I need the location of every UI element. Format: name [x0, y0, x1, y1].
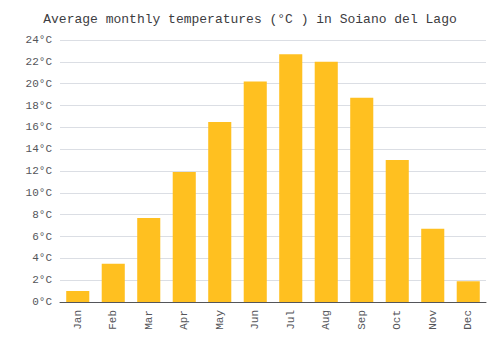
svg-text:Average monthly temperatures (: Average monthly temperatures (°C ) in So…	[43, 12, 456, 27]
svg-text:18°C: 18°C	[26, 100, 53, 112]
svg-text:Aug: Aug	[320, 310, 332, 330]
svg-text:Feb: Feb	[107, 310, 119, 330]
svg-text:2°C: 2°C	[32, 274, 52, 286]
svg-text:Jan: Jan	[72, 310, 84, 330]
svg-text:Sep: Sep	[356, 310, 368, 330]
svg-text:16°C: 16°C	[26, 121, 53, 133]
svg-text:22°C: 22°C	[26, 56, 53, 68]
svg-text:May: May	[214, 310, 226, 330]
svg-text:20°C: 20°C	[26, 78, 53, 90]
svg-text:4°C: 4°C	[32, 252, 52, 264]
svg-text:24°C: 24°C	[26, 34, 53, 46]
svg-text:Jun: Jun	[249, 310, 261, 330]
svg-text:12°C: 12°C	[26, 165, 53, 177]
svg-text:8°C: 8°C	[32, 209, 52, 221]
svg-text:6°C: 6°C	[32, 231, 52, 243]
svg-text:14°C: 14°C	[26, 143, 53, 155]
svg-text:Mar: Mar	[143, 310, 155, 330]
svg-text:Oct: Oct	[391, 310, 403, 330]
svg-text:Dec: Dec	[462, 310, 474, 330]
svg-text:10°C: 10°C	[26, 187, 53, 199]
svg-text:Apr: Apr	[178, 310, 190, 330]
svg-text:Jul: Jul	[285, 310, 297, 330]
svg-text:0°C: 0°C	[32, 296, 52, 308]
svg-text:Nov: Nov	[427, 310, 439, 330]
